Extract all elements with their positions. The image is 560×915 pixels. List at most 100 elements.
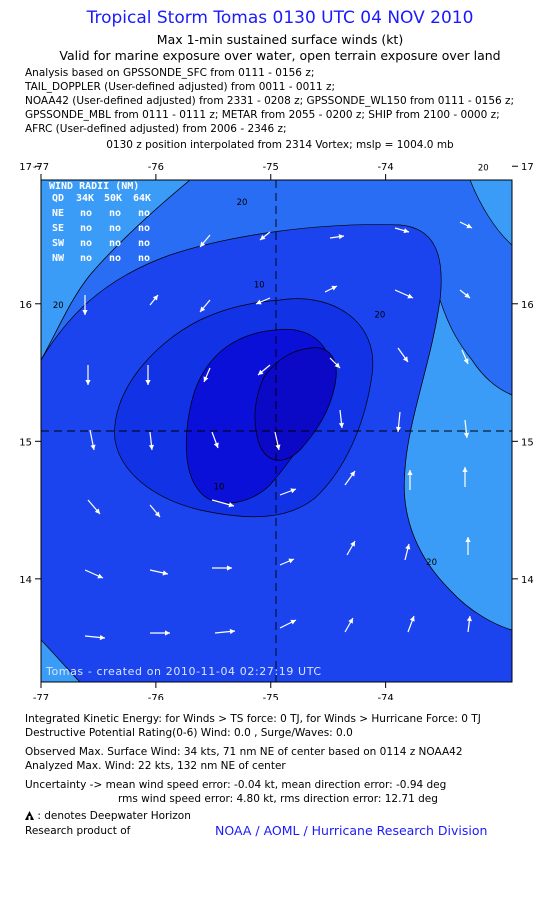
wind-vector-arrowhead: [466, 616, 472, 622]
chart-subtitle-units: Max 1-min sustained surface winds (kt): [156, 32, 404, 47]
x-tick-label-top: -74: [377, 162, 393, 173]
wind-vector-arrowhead: [200, 241, 206, 247]
contour-label: 10: [214, 482, 225, 492]
wind-vector-arrowhead: [227, 565, 232, 571]
x-tick-label-bottom: -75: [263, 693, 279, 700]
wind-radii-value: no: [109, 253, 121, 264]
wind-vector-arrowhead: [331, 285, 337, 291]
contour-label: 20: [237, 198, 248, 208]
wind-vector-arrowhead: [154, 511, 160, 517]
contour-label: 20: [53, 301, 64, 311]
wind-vector-arrowhead: [97, 573, 103, 579]
wind-vector-arrowhead: [275, 444, 281, 450]
wind-radii-value: no: [109, 223, 121, 234]
wind-vector-arrowhead: [350, 541, 355, 547]
wind-vector-arrowhead: [288, 558, 294, 564]
wind-radii-value: no: [138, 238, 150, 249]
analysis-line: Analysis based on GPSSONDE_SFC from 0111…: [25, 67, 315, 79]
plot-frame: [40, 179, 513, 683]
position-note: 0130 z position interpolated from 2314 V…: [106, 139, 454, 151]
wind-radii-value: no: [80, 223, 92, 234]
wind-vector-arrowhead: [203, 376, 209, 382]
contour-region-20kt-east: [403, 299, 512, 631]
wind-radii-value: no: [80, 253, 92, 264]
wind-vector-arrowhead: [229, 628, 235, 635]
uncertainty-text: Uncertainty -> mean wind speed error: -0…: [25, 779, 447, 791]
wind-radii-quadrant: SE: [52, 223, 64, 234]
wind-vector-arrowhead: [463, 432, 470, 438]
wind-radii-value: no: [138, 253, 150, 264]
wind-vector-arrowhead: [99, 634, 105, 641]
y-tick-label-left: 16: [19, 300, 32, 311]
wind-radii-value: no: [109, 208, 121, 219]
chart-title: Tropical Storm Tomas 0130 UTC 04 NOV 201…: [86, 8, 474, 28]
wind-vector-arrowhead: [152, 295, 158, 301]
wind-radii-quadrant: NE: [52, 208, 64, 219]
wind-contour-chart: 20 20 20 10 10 20 20 WIND RADII (NM) QD 34K 50…: [19, 162, 533, 700]
wind-vector-arrowhead: [290, 488, 296, 494]
wind-vector-arrowhead: [405, 544, 411, 550]
uncertainty-rms-text: rms wind speed error: 4.80 kt, rms direc…: [118, 793, 438, 805]
y-tick-label-right: 17: [521, 162, 534, 173]
wind-vector-arrowhead: [200, 306, 206, 312]
wind-vector-arrowhead: [409, 616, 415, 622]
wind-radii-quadrant: SW: [52, 238, 65, 249]
wind-vector-arrowhead: [228, 502, 234, 508]
chart-subtitle-validity: Valid for marine exposure over water, op…: [59, 48, 501, 63]
wind-vector-arrowhead: [464, 292, 470, 298]
x-tick-label-top: -75: [263, 162, 279, 173]
wind-vector-arrowhead: [94, 508, 100, 514]
y-tick-label-right: 14: [521, 575, 534, 586]
wind-radii-title: WIND RADII (NM): [49, 181, 139, 192]
wind-radii-header: QD: [52, 193, 64, 204]
y-tick-label-right: 15: [521, 437, 534, 448]
wind-vectors: [82, 221, 473, 641]
ike-text: Integrated Kinetic Energy: for Winds > T…: [25, 713, 481, 725]
wind-radii-table: WIND RADII (NM) QD 34K 50K 64K NE no no …: [49, 181, 151, 264]
contour-region-20kt-southwest: [41, 639, 81, 682]
wind-vector-arrowhead: [338, 234, 344, 240]
wind-vector-arrowhead: [85, 380, 91, 385]
wind-vector-arrowhead: [403, 228, 409, 234]
axes: -77 -77 -76 -76 -75 -75 -74 -74 17 17 16 16 15 15 14 14: [19, 162, 533, 700]
wind-vector-arrowhead: [463, 358, 469, 364]
contour-label: 10: [254, 280, 265, 290]
wind-vector-arrowhead: [165, 630, 170, 636]
x-tick-label-top: -77: [33, 162, 49, 173]
wind-vector-arrowhead: [407, 293, 413, 299]
wind-vector-arrowhead: [90, 444, 96, 450]
wind-vector-arrowhead: [395, 426, 402, 432]
analysis-line: TAIL_DOPPLER (User-defined adjusted) fro…: [25, 81, 335, 93]
storm-center-crosshair: [41, 180, 512, 682]
wind-radii-quadrant: NW: [52, 253, 65, 264]
deepwater-legend-label: : denotes Deepwater Horizon: [37, 810, 191, 822]
analysis-line: NOAA42 (User-defined adjusted) from 2331…: [25, 95, 515, 107]
wind-radii-header: 50K: [104, 193, 122, 204]
noaa-aoml-credit: NOAA / AOML / Hurricane Research Divisio…: [215, 823, 488, 838]
wind-vector-arrowhead: [258, 369, 264, 375]
wind-vector-arrowhead: [462, 467, 468, 472]
wind-vector-arrowhead: [407, 470, 413, 475]
analysis-line: GPSSONDE_MBL from 0111 - 0111 z; METAR f…: [25, 109, 500, 121]
research-product-label: Research product of: [25, 825, 131, 837]
wind-vector-arrowhead: [148, 444, 155, 450]
deepwater-legend: : denotes Deepwater Horizon: [25, 810, 191, 822]
wind-vector-arrowhead: [334, 362, 340, 368]
wind-radii-value: no: [80, 238, 92, 249]
wind-radii-value: no: [80, 208, 92, 219]
y-tick-label-left: 15: [19, 437, 32, 448]
wind-radii-value: no: [109, 238, 121, 249]
contour-label: 20: [478, 163, 489, 173]
y-tick-label-left: 14: [19, 575, 32, 586]
wind-radii-header: 34K: [76, 193, 94, 204]
wind-vector-arrowhead: [466, 223, 472, 229]
wind-vector-arrowhead: [349, 471, 355, 477]
destructive-potential-text: Destructive Potential Rating(0-6) Wind: …: [25, 727, 353, 739]
wind-vector-arrowhead: [213, 442, 219, 448]
oil-rig-icon: [25, 811, 34, 820]
wind-vector-arrowhead: [348, 618, 353, 624]
wind-vector-arrowhead: [290, 619, 296, 625]
wind-radii-header: 64K: [133, 193, 151, 204]
contour-label: 20: [426, 558, 437, 568]
contour-label: 20: [374, 311, 385, 321]
